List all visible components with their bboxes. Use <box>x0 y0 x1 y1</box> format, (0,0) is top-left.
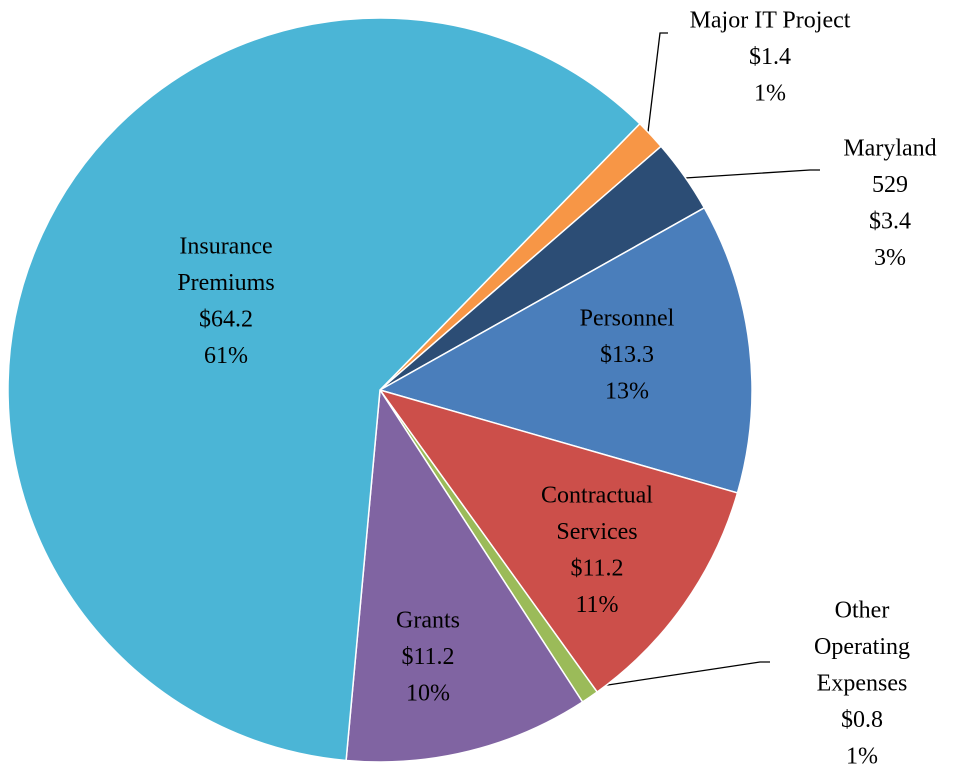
percent-label: 1% <box>754 81 786 107</box>
value-label: $0.8 <box>841 707 883 733</box>
slice-label: Major IT Project <box>690 8 851 34</box>
pie-slice <box>345 387 584 763</box>
percent-label: 3% <box>874 245 906 271</box>
slice-label: 529 <box>872 172 908 198</box>
slice-label: Insurance <box>179 234 272 260</box>
value-label: $3.4 <box>869 209 911 235</box>
slice-label: Expenses <box>817 671 908 697</box>
slice-label: Maryland <box>843 136 936 162</box>
percent-label: 13% <box>605 379 649 405</box>
value-label: $1.4 <box>749 44 791 70</box>
percent-label: 10% <box>406 681 450 707</box>
slice-label: Premiums <box>177 270 274 296</box>
pie-slice <box>378 388 739 694</box>
percent-label: 11% <box>575 592 618 618</box>
value-label: $11.2 <box>570 556 623 582</box>
slice-label: Services <box>556 519 637 545</box>
pie-slice <box>7 17 641 762</box>
slice-label: Grants <box>396 608 460 634</box>
slice-label: Personnel <box>580 306 675 332</box>
value-label: $13.3 <box>600 342 654 368</box>
slice-label: Other <box>835 598 890 624</box>
value-label: $11.2 <box>401 644 454 670</box>
leader-line <box>587 661 770 689</box>
value-label: $64.2 <box>199 307 253 333</box>
percent-label: 61% <box>204 343 248 369</box>
leader-line <box>647 32 668 133</box>
leader-line <box>684 169 820 179</box>
slice-label: Operating <box>814 634 910 660</box>
pie-slice <box>378 206 753 494</box>
percent-label: 1% <box>846 744 878 770</box>
slice-label: Contractual <box>541 483 653 509</box>
